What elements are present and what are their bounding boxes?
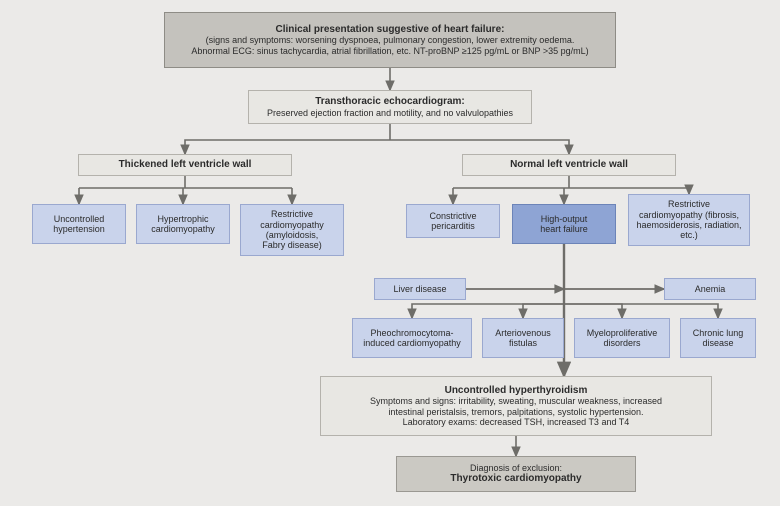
node-text: Restrictive [668, 199, 710, 209]
flow-node-n_lung: Chronic lungdisease [680, 318, 756, 358]
node-text: Normal left ventricle wall [510, 159, 628, 171]
node-text: induced cardiomyopathy [363, 338, 461, 348]
node-text: cardiomyopathy (fibrosis, [639, 210, 739, 220]
node-text: Anemia [695, 284, 726, 294]
node-text: Transthoracic echocardiogram: [315, 96, 465, 108]
node-text: (signs and symptoms: worsening dyspnoea,… [206, 35, 575, 45]
node-text: Liver disease [393, 284, 446, 294]
node-text: fistulas [509, 338, 537, 348]
flow-node-n_liver: Liver disease [374, 278, 466, 300]
flow-node-n_avf: Arteriovenousfistulas [482, 318, 564, 358]
flow-node-n_hcm: Hypertrophiccardiomyopathy [136, 204, 230, 244]
node-text: hypertension [53, 224, 105, 234]
flow-node-n_echo: Transthoracic echocardiogram:Preserved e… [248, 90, 532, 124]
node-text: Arteriovenous [495, 328, 551, 338]
flow-node-n_htn: Uncontrolledhypertension [32, 204, 126, 244]
node-text: etc.) [680, 230, 698, 240]
node-text: Fabry disease) [262, 240, 322, 250]
node-text: Clinical presentation suggestive of hear… [276, 24, 505, 36]
flow-node-n_rcm2: Restrictivecardiomyopathy (fibrosis,haem… [628, 194, 750, 246]
node-text: Thyrotoxic cardiomyopathy [450, 473, 581, 485]
node-text: High-output [541, 214, 588, 224]
flow-node-n_hyper: Uncontrolled hyperthyroidismSymptoms and… [320, 376, 712, 436]
node-text: Hypertrophic [157, 214, 208, 224]
flow-node-n_pres: Clinical presentation suggestive of hear… [164, 12, 616, 68]
node-text: Uncontrolled hyperthyroidism [445, 385, 588, 397]
node-text: Preserved ejection fraction and motility… [267, 108, 513, 118]
node-text: haemosiderosis, radiation, [636, 220, 741, 230]
node-text: Abnormal ECG: sinus tachycardia, atrial … [191, 46, 588, 56]
flow-node-n_mye: Myeloproliferativedisorders [574, 318, 670, 358]
node-text: (amyloidosis, [266, 230, 319, 240]
node-text: disease [702, 338, 733, 348]
node-text: Chronic lung [693, 328, 744, 338]
flow-node-n_cp: Constrictivepericarditis [406, 204, 500, 238]
node-text: Restrictive [271, 209, 313, 219]
flow-node-n_normal: Normal left ventricle wall [462, 154, 676, 176]
node-text: Pheochromocytoma- [370, 328, 453, 338]
flow-node-n_dx: Diagnosis of exclusion:Thyrotoxic cardio… [396, 456, 636, 492]
node-text: heart failure [540, 224, 588, 234]
node-text: Uncontrolled [54, 214, 105, 224]
node-text: Thickened left ventricle wall [119, 159, 252, 171]
flow-node-n_rcm1: Restrictivecardiomyopathy(amyloidosis,Fa… [240, 204, 344, 256]
flow-node-n_thick: Thickened left ventricle wall [78, 154, 292, 176]
node-text: Myeloproliferative [587, 328, 658, 338]
node-text: cardiomyopathy [151, 224, 215, 234]
node-text: intestinal peristalsis, tremors, palpita… [388, 407, 643, 417]
node-text: Laboratory exams: decreased TSH, increas… [403, 417, 630, 427]
node-text: Symptoms and signs: irritability, sweati… [370, 396, 662, 406]
node-text: Diagnosis of exclusion: [470, 463, 562, 473]
node-text: cardiomyopathy [260, 220, 324, 230]
flow-node-n_pheo: Pheochromocytoma-induced cardiomyopathy [352, 318, 472, 358]
flow-node-n_hof: High-outputheart failure [512, 204, 616, 244]
node-text: Constrictive [429, 211, 476, 221]
node-text: disorders [603, 338, 640, 348]
node-text: pericarditis [431, 221, 475, 231]
flow-node-n_anemia: Anemia [664, 278, 756, 300]
